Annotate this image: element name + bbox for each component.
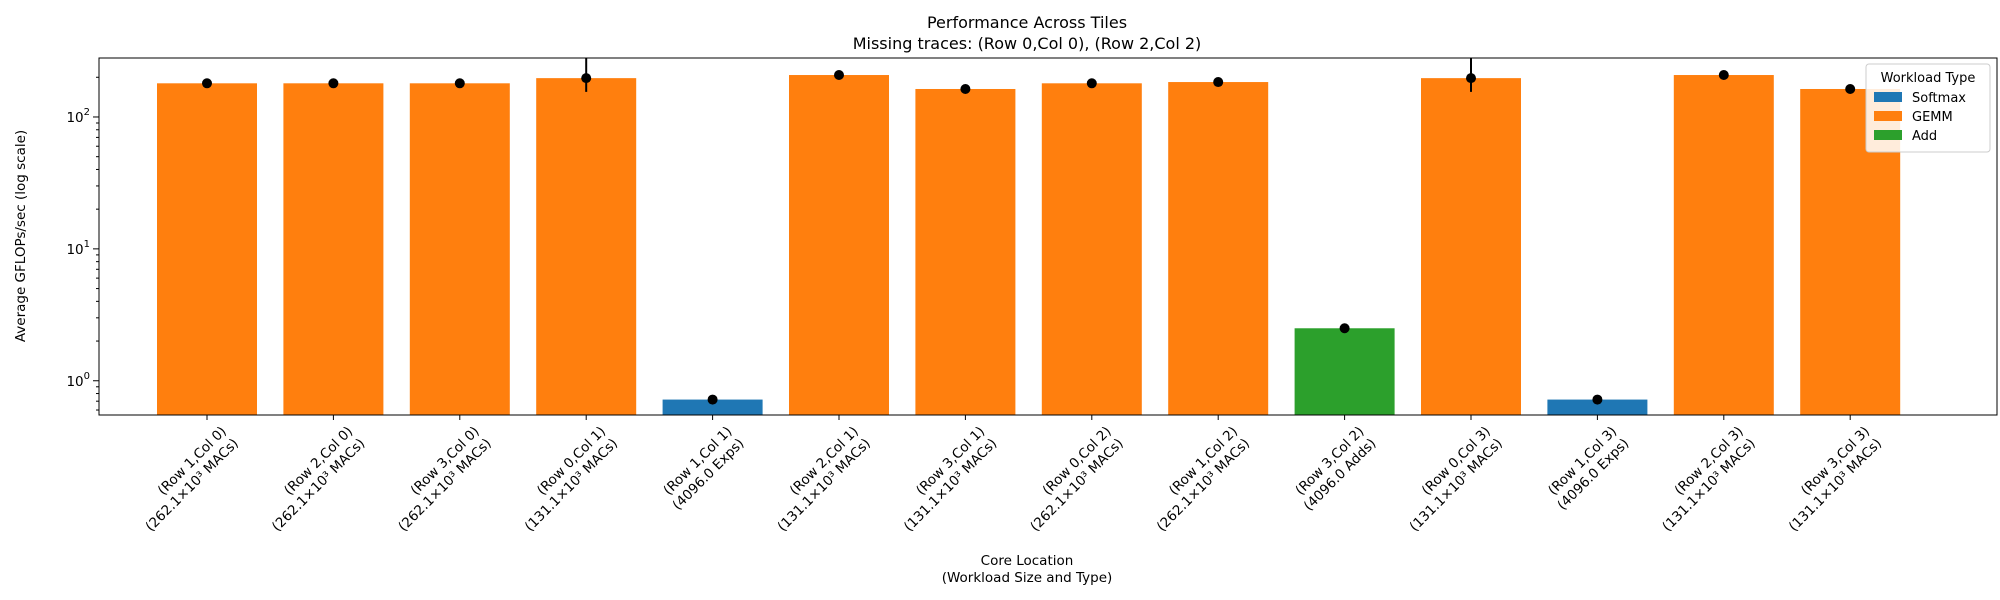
legend: Workload Type Softmax GEMM Add	[1865, 63, 1991, 153]
x-tick-label: (Row 1,Col 1)(4096.0 Exps)	[658, 424, 748, 514]
bar	[1168, 82, 1269, 416]
y-tick-label: 101	[66, 239, 90, 258]
x-tick-label: (Row 2,Col 3)(131.1×10³ MACs)	[1647, 424, 1758, 535]
data-point	[1466, 73, 1476, 84]
data-point	[1086, 78, 1097, 89]
x-tick-label: (Row 3,Col 1)(131.1×10³ MACs)	[889, 424, 1000, 535]
y-axis: 100 101 102	[66, 76, 99, 411]
legend-swatch-softmax	[1874, 92, 1902, 102]
x-tick-label: (Row 0,Col 1)(131.1×10³ MACs)	[510, 424, 621, 535]
data-point	[707, 394, 718, 405]
bar	[1041, 83, 1142, 416]
bar	[662, 399, 763, 415]
data-point	[328, 78, 339, 89]
data-point	[1845, 83, 1856, 94]
data-point	[202, 78, 212, 89]
data-point	[1718, 70, 1729, 81]
bar	[536, 78, 637, 416]
points-layer	[202, 58, 1856, 405]
x-tick-label: (Row 3,Col 2)(4096.0 Adds)	[1289, 424, 1380, 515]
x-tick-label: (Row 1,Col 0)(262.1×10³ MACs)	[130, 424, 241, 535]
data-point	[1213, 77, 1224, 88]
bar	[1673, 75, 1774, 415]
y-tick-label: 100	[66, 371, 90, 390]
data-point	[1592, 394, 1603, 405]
x-axis: (Row 1,Col 0)(262.1×10³ MACs) (Row 2,Col …	[130, 415, 1885, 535]
x-tick-label: (Row 0,Col 3)(131.1×10³ MACs)	[1394, 424, 1505, 535]
data-point	[454, 78, 465, 89]
x-tick-label: (Row 2,Col 1)(131.1×10³ MACs)	[762, 424, 873, 535]
legend-label-gemm: GEMM	[1912, 110, 1953, 125]
legend-title: Workload Type	[1881, 71, 1976, 86]
x-tick-label: (Row 3,Col 3)(131.1×10³ MACs)	[1774, 424, 1885, 535]
x-tick-label: (Row 3,Col 0)(262.1×10³ MACs)	[383, 424, 494, 535]
bar	[409, 83, 510, 416]
bar	[789, 75, 889, 415]
y-axis-label: Average GFLOPs/sec (log scale)	[13, 130, 29, 342]
bar	[283, 83, 384, 416]
legend-label-add: Add	[1912, 129, 1937, 144]
bars-layer	[157, 75, 1901, 416]
data-point	[960, 83, 971, 94]
bar	[1421, 78, 1521, 416]
x-axis-sublabel: (Workload Size and Type)	[942, 570, 1113, 586]
legend-swatch-add	[1874, 130, 1902, 140]
chart-title: Performance Across Tiles	[927, 13, 1127, 32]
legend-label-softmax: Softmax	[1912, 91, 1966, 106]
plot-frame	[98, 57, 1998, 416]
x-tick-label: (Row 2,Col 0)(262.1×10³ MACs)	[257, 424, 368, 535]
bar	[1294, 328, 1395, 415]
chart-subtitle: Missing traces: (Row 0,Col 0), (Row 2,Co…	[853, 34, 1202, 53]
bar	[1547, 399, 1648, 415]
bar	[157, 83, 257, 416]
y-tick-label: 102	[66, 107, 90, 126]
x-tick-label: (Row 1,Col 2)(262.1×10³ MACs)	[1142, 424, 1253, 535]
legend-swatch-gemm	[1874, 111, 1902, 121]
bar	[915, 88, 1016, 415]
data-point	[581, 73, 592, 84]
x-tick-label: (Row 1,Col 3)(4096.0 Exps)	[1542, 424, 1632, 514]
x-axis-label: Core Location	[981, 553, 1074, 569]
data-point	[834, 70, 844, 81]
x-tick-label: (Row 0,Col 2)(262.1×10³ MACs)	[1015, 424, 1126, 535]
data-point	[1339, 323, 1350, 334]
